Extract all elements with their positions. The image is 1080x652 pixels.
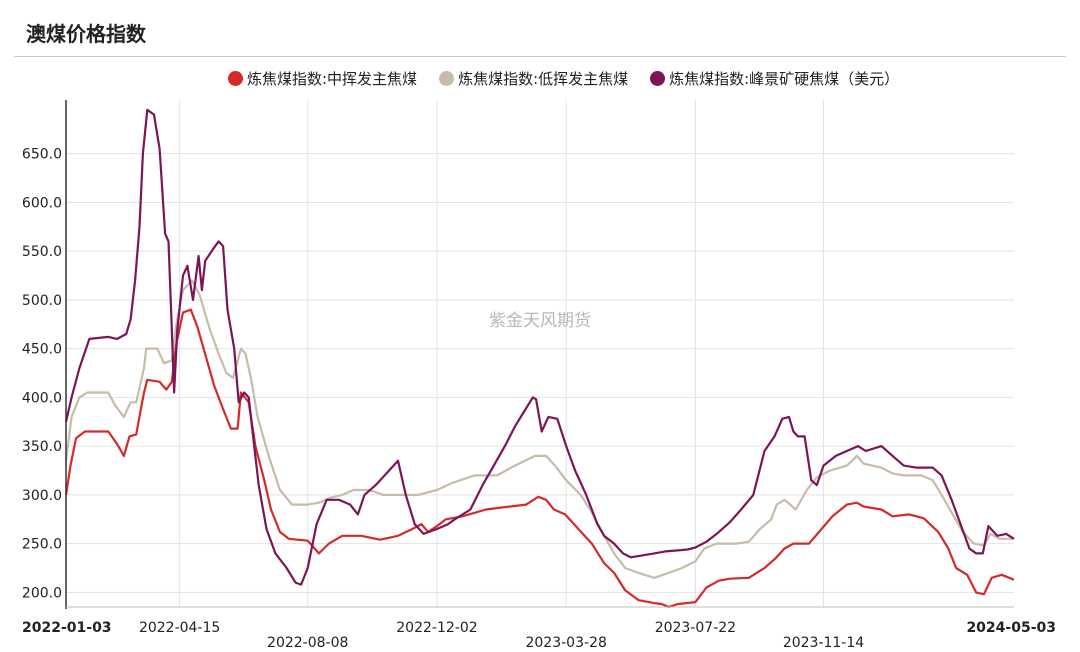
y-tick-label: 500.0 <box>22 293 62 309</box>
legend-dot-icon <box>228 71 243 86</box>
chart-legend: 炼焦煤指数:中挥发主焦煤 炼焦煤指数:低挥发主焦煤 炼焦煤指数:峰景矿硬焦煤（美元） <box>228 68 899 89</box>
legend-dot-icon <box>650 71 666 86</box>
page-title: 澳煤价格指数 <box>26 22 146 46</box>
y-tick-label: 250.0 <box>22 537 62 553</box>
x-tick-label: 2022-08-08 <box>267 635 348 651</box>
legend-item-1[interactable]: 炼焦煤指数:中挥发主焦煤 <box>228 68 417 89</box>
y-tick-label: 650.0 <box>22 147 62 163</box>
x-tick-label: 2022-01-03 <box>22 620 112 636</box>
y-tick-label: 350.0 <box>22 439 62 455</box>
y-tick-label: 200.0 <box>22 585 62 601</box>
legend-item-2[interactable]: 炼焦煤指数:低挥发主焦煤 <box>439 68 628 89</box>
axis-layer: 200.0 250.0 300.0 350.0 400.0 450.0 500.0 550.0… <box>22 100 1056 651</box>
x-tick-label: 2022-12-02 <box>396 620 477 636</box>
y-tick-label: 400.0 <box>22 390 62 406</box>
legend-label: 炼焦煤指数:中挥发主焦煤 <box>247 70 418 88</box>
y-tick-label: 450.0 <box>22 342 62 358</box>
x-tick-label: 2023-03-28 <box>525 635 606 651</box>
series-line-1 <box>64 308 1015 609</box>
x-tick-label: 2022-04-15 <box>139 620 220 636</box>
legend-label: 炼焦煤指数:峰景矿硬焦煤（美元） <box>669 70 900 88</box>
series-line-3 <box>64 108 1015 586</box>
legend-label: 炼焦煤指数:低挥发主焦煤 <box>458 70 629 88</box>
y-tick-label: 300.0 <box>22 488 62 504</box>
watermark-text: 紫金天风期货 <box>489 311 591 331</box>
legend-dot-icon <box>439 71 455 86</box>
x-tick-label: 2024-05-03 <box>966 620 1056 636</box>
y-tick-label: 550.0 <box>22 244 62 260</box>
title-divider <box>14 56 1066 57</box>
legend-item-3[interactable]: 炼焦煤指数:峰景矿硬焦煤（美元） <box>650 68 899 89</box>
series-line-2 <box>64 279 1014 579</box>
grid-layer <box>66 100 1014 607</box>
x-tick-label: 2023-11-14 <box>783 635 864 651</box>
y-tick-label: 600.0 <box>22 195 62 211</box>
series-layer <box>64 108 1015 609</box>
x-tick-label: 2023-07-22 <box>655 620 736 636</box>
